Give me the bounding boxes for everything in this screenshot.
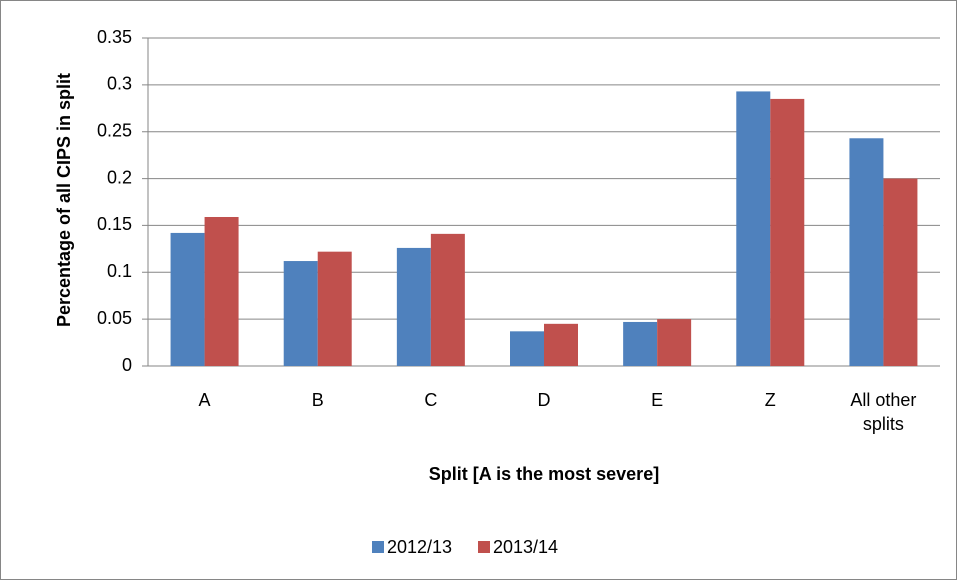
x-tick-label-box: D (537, 390, 551, 410)
x-tick-label: E (651, 390, 664, 410)
y-tick-label: 0.2 (107, 167, 132, 187)
bar (317, 251, 352, 366)
bar (396, 247, 431, 366)
y-tick-label: 0.35 (97, 27, 132, 47)
x-tick-label: C (424, 390, 438, 410)
y-tick-label: 0.15 (97, 214, 132, 234)
x-tick-label: B (311, 390, 324, 410)
y-tick-label: 0.05 (97, 308, 132, 328)
x-axis-title: Split [A is the most severe] (429, 464, 659, 484)
bar (883, 178, 918, 366)
legend-swatch (478, 541, 490, 553)
bar (283, 261, 318, 366)
bar (657, 319, 692, 366)
legend-label: 2012/13 (387, 537, 452, 557)
bar (430, 233, 465, 366)
x-tick-label: A (198, 390, 211, 410)
y-tick-label: 0.25 (97, 120, 132, 140)
bar (770, 98, 805, 367)
x-tick-label-box: B (311, 390, 324, 410)
x-tick-label-box: All other splits (850, 390, 917, 434)
y-tick-label: 0.3 (107, 74, 132, 94)
legend-swatch (372, 541, 384, 553)
y-axis-title: Percentage of all CIPS in split (54, 73, 74, 327)
legend-label: 2013/14 (493, 537, 558, 557)
bar (170, 232, 205, 366)
y-tick-label: 0.1 (107, 261, 132, 281)
bar (623, 321, 658, 366)
y-tick-label: 0 (122, 355, 132, 375)
x-tick-label: D (537, 390, 551, 410)
x-tick-label-box: E (651, 390, 664, 410)
x-tick-label-box: Z (764, 390, 776, 410)
bar (204, 216, 239, 366)
bar (736, 91, 771, 366)
x-tick-label-box: C (424, 390, 438, 410)
x-tick-label: All other splits (850, 390, 917, 434)
x-tick-label: Z (764, 390, 776, 410)
bar (849, 138, 884, 366)
bar (544, 323, 578, 366)
x-tick-label-box: A (198, 390, 211, 410)
bar (510, 331, 544, 366)
